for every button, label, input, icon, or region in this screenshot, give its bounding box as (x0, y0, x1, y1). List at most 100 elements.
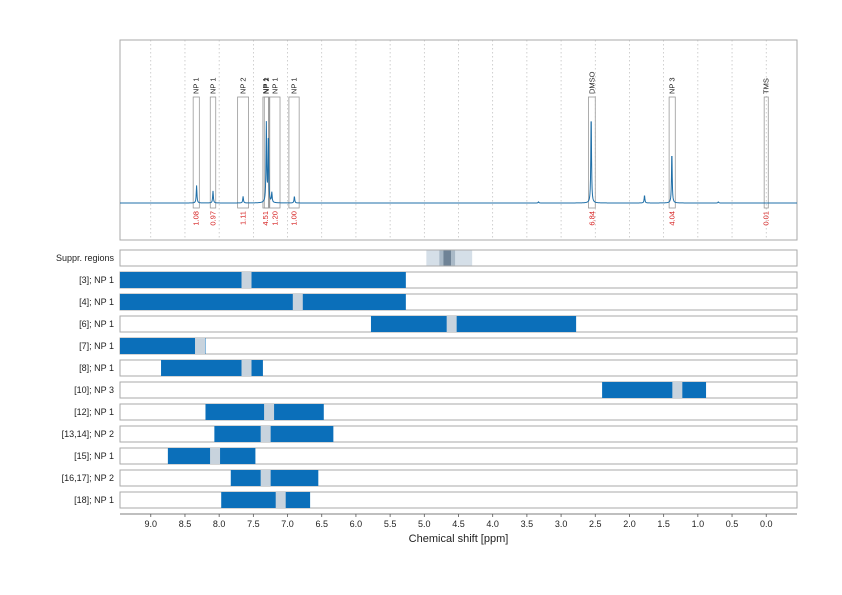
peak-label: NP 2 (262, 77, 271, 94)
range-rows: Suppr. regions [3]; NP 1 [4]; NP 1 [6]; NP … (56, 249, 798, 509)
range-marker (260, 470, 271, 486)
suppressed-regions-row: Suppr. regions (56, 249, 798, 267)
x-tick-label: 1.5 (657, 519, 670, 529)
integral-label: 0.97 (209, 211, 218, 226)
range-marker (672, 382, 683, 398)
range-bar (161, 360, 263, 376)
peak-label: NP 2 (239, 77, 248, 94)
row-label: [15]; NP 1 (74, 451, 114, 461)
range-bar (602, 382, 707, 398)
range-row: [16,17]; NP 2 (62, 469, 798, 487)
x-tick-label: 6.0 (350, 519, 363, 529)
range-marker (446, 316, 457, 332)
range-row: [6]; NP 1 (79, 315, 798, 333)
range-marker (210, 448, 221, 464)
row-frame (119, 337, 798, 355)
x-tick-label: 2.5 (589, 519, 602, 529)
row-label: [16,17]; NP 2 (62, 473, 114, 483)
peak-box (237, 96, 249, 209)
row-frame (119, 469, 798, 487)
range-marker (241, 360, 252, 376)
range-row: [15]; NP 1 (74, 447, 798, 465)
peak-label: NP 1 (290, 77, 299, 94)
x-axis-label: Chemical shift [ppm] (409, 533, 509, 545)
peak-label: TMS (762, 78, 771, 94)
peak-box (668, 96, 676, 209)
peak-label: NP 1 (209, 77, 218, 94)
x-tick-label: 1.0 (692, 519, 705, 529)
spectrum-panel (119, 39, 798, 241)
row-label: [12]; NP 1 (74, 407, 114, 417)
integral-label: 4.51 (261, 211, 270, 226)
x-tick-label: 3.0 (555, 519, 568, 529)
peak-label: NP 1 (270, 77, 279, 94)
range-row: [13,14]; NP 2 (62, 425, 798, 443)
range-bar (214, 426, 334, 442)
x-tick-label: 6.5 (315, 519, 328, 529)
row-frame (119, 359, 798, 377)
x-tick-label: 5.0 (418, 519, 431, 529)
x-tick-label: 8.5 (179, 519, 192, 529)
integral-label: 1.00 (290, 211, 299, 226)
range-marker (241, 272, 252, 288)
peak-label: NP 1 (192, 77, 201, 94)
row-label: [3]; NP 1 (79, 275, 114, 285)
peak-box (192, 96, 200, 209)
range-bar (370, 316, 577, 332)
x-tick-label: 2.0 (623, 519, 636, 529)
range-bar (221, 492, 311, 508)
range-row: [10]; NP 3 (74, 381, 798, 399)
range-row: [7]; NP 1 (79, 337, 798, 355)
x-tick-label: 0.0 (760, 519, 773, 529)
row-label: Suppr. regions (56, 253, 115, 263)
grid-lines (150, 40, 767, 240)
peak-box (763, 96, 769, 209)
integral-label: 1.20 (270, 211, 279, 226)
peak-box (269, 96, 281, 209)
row-label: [13,14]; NP 2 (62, 429, 114, 439)
x-tick-label: 4.5 (452, 519, 465, 529)
x-tick-label: 7.0 (281, 519, 294, 529)
row-label: [8]; NP 1 (79, 363, 114, 373)
range-row: [12]; NP 1 (74, 403, 798, 421)
range-row: [18]; NP 1 (74, 491, 798, 509)
integral-label: 1.11 (239, 211, 248, 225)
range-marker (260, 426, 271, 442)
x-tick-label: 8.0 (213, 519, 226, 529)
peak-label: DMSO (587, 71, 596, 94)
range-bar (120, 294, 406, 310)
row-label: [4]; NP 1 (79, 297, 114, 307)
suppressed-region-dark (443, 250, 451, 266)
peak-box (588, 96, 596, 209)
row-frame (119, 447, 798, 465)
range-row: [4]; NP 1 (79, 293, 798, 311)
peak-box (288, 96, 300, 209)
integral-label: 1.08 (192, 211, 201, 226)
x-tick-label: 5.5 (384, 519, 397, 529)
range-bar (120, 338, 206, 354)
x-tick-label: 3.5 (521, 519, 534, 529)
x-tick-label: 7.5 (247, 519, 260, 529)
range-marker (292, 294, 303, 310)
range-marker (195, 338, 206, 354)
peak-box (209, 96, 217, 209)
x-tick-label: 9.0 (145, 519, 158, 529)
peak-label: NP 1 (261, 77, 270, 94)
row-label: [10]; NP 3 (74, 385, 114, 395)
row-label: [18]; NP 1 (74, 495, 114, 505)
integral-label: 6.84 (587, 211, 596, 226)
range-bar (120, 272, 406, 288)
range-bar (230, 470, 319, 486)
integral-label: 0.01 (762, 211, 771, 226)
integral-label: 4.04 (668, 211, 677, 226)
peak-label: NP 3 (668, 77, 677, 94)
range-marker (264, 404, 275, 420)
range-row: [3]; NP 1 (79, 271, 798, 289)
row-label: [7]; NP 1 (79, 341, 114, 351)
range-marker (275, 492, 286, 508)
x-axis: 9.0 8.5 8.0 7.5 7.0 6.5 6.0 5.5 5.0 4.5 4.0 3.5 3.0 2… (120, 513, 797, 529)
spectrum-line (120, 121, 797, 204)
row-label: [6]; NP 1 (79, 319, 114, 329)
